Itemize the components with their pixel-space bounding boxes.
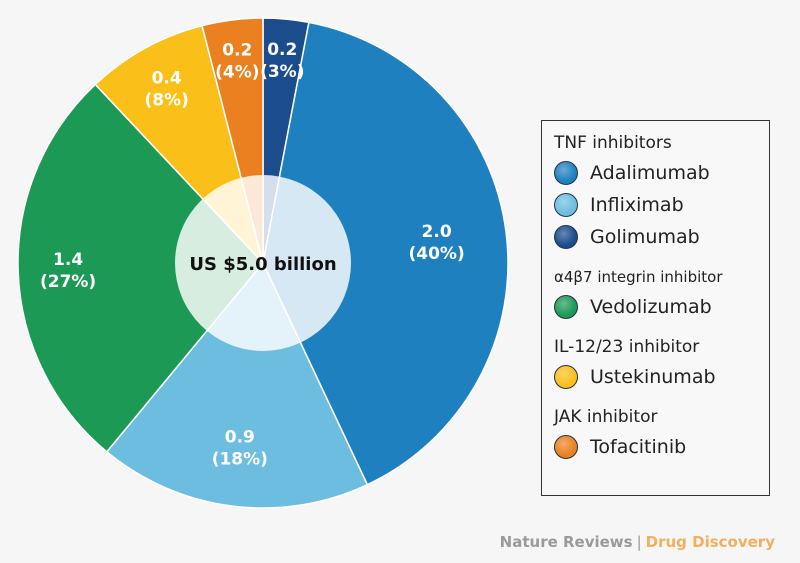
legend-group-title: α4β7 integrin inhibitor	[554, 268, 723, 286]
slice-value-label: 2.0	[422, 222, 452, 242]
legend-gap	[554, 253, 769, 263]
legend-label: Golimumab	[590, 226, 700, 248]
legend-label: Tofacitinib	[590, 436, 687, 458]
legend-label: Infliximab	[590, 194, 684, 216]
legend-swatch	[554, 365, 578, 389]
footer-separator: |	[636, 533, 642, 551]
slice-percent-label: (8%)	[144, 91, 188, 111]
legend-swatch	[554, 225, 578, 249]
slice-percent-label: (40%)	[409, 244, 465, 264]
legend-label: Adalimumab	[590, 162, 710, 184]
footer-credit: Nature Reviews | Drug Discovery	[500, 533, 775, 551]
pie-slice-adalimumab	[262, 21, 509, 486]
slice-value-label: 0.2	[222, 41, 252, 61]
legend-group-title: TNF inhibitors	[554, 133, 672, 153]
slice-percent-label: (3%)	[260, 62, 304, 82]
legend-group-title: IL-12/23 inhibitor	[554, 337, 700, 357]
legend-item: Ustekinumab	[554, 361, 769, 393]
legend-label: Vedolizumab	[590, 296, 712, 318]
legend-swatch	[554, 295, 578, 319]
legend: TNF inhibitors Adalimumab Infliximab Golimu…	[541, 120, 770, 496]
legend-group-title: JAK inhibitor	[554, 407, 658, 427]
legend-item: Tofacitinib	[554, 431, 769, 463]
slice-percent-label: (18%)	[212, 450, 268, 470]
center-label: US $5.0 billion	[189, 254, 336, 275]
slice-value-label: 1.4	[53, 250, 83, 270]
slice-percent-label: (27%)	[40, 272, 96, 292]
center-hole	[175, 175, 351, 351]
slice-percent-label: (4%)	[215, 63, 259, 83]
pie-slice-infliximab	[105, 261, 369, 509]
legend-swatch	[554, 161, 578, 185]
legend-item: Infliximab	[554, 189, 769, 221]
legend-swatch	[554, 193, 578, 217]
slice-value-label: 0.9	[225, 428, 255, 448]
footer-journal: Nature Reviews	[499, 533, 633, 551]
slice-value-label: 0.4	[152, 69, 182, 89]
pie-slice-vedolizumab	[17, 83, 264, 453]
legend-gap	[554, 323, 769, 333]
legend-gap	[554, 393, 769, 403]
legend-label: Ustekinumab	[590, 366, 716, 388]
legend-item: Golimumab	[554, 221, 769, 253]
legend-item: Adalimumab	[554, 157, 769, 189]
pie-chart: US $5.0 billion0.2(3%)2.0(40%)0.9(18%)1.…	[17, 17, 509, 509]
footer-section: Drug Discovery	[645, 533, 775, 551]
legend-item: Vedolizumab	[554, 291, 769, 323]
legend-swatch	[554, 435, 578, 459]
slice-value-label: 0.2	[267, 40, 297, 60]
